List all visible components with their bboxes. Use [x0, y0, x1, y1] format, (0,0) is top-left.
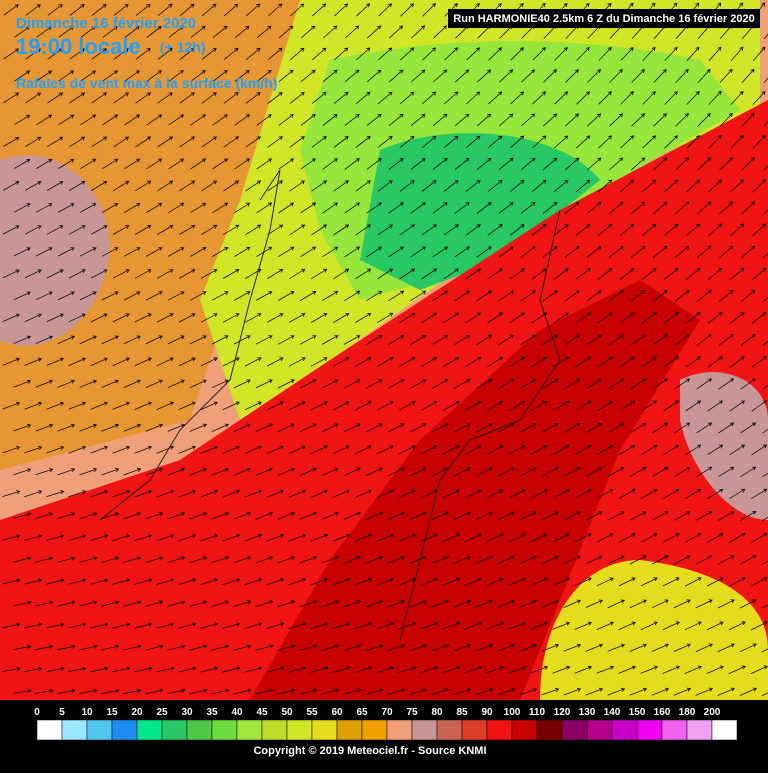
legend-label: 85: [456, 707, 468, 718]
legend-swatch: [211, 719, 238, 741]
legend-label: 15: [106, 707, 118, 718]
legend-label: 80: [431, 707, 443, 718]
legend-label: 160: [654, 707, 671, 718]
field-orange: [0, 0, 440, 470]
legend-swatch: [86, 719, 113, 741]
copyright: Copyright © 2019 Meteociel.fr - Source K…: [253, 745, 486, 757]
time: 19:00 locale: [16, 34, 141, 59]
legend-swatch: [361, 719, 388, 741]
legend-swatch: [286, 719, 313, 741]
legend-swatch: [511, 719, 538, 741]
legend-label: 75: [406, 707, 418, 718]
legend-swatch: [711, 719, 738, 741]
legend-label: 65: [356, 707, 368, 718]
legend-swatch: [561, 719, 588, 741]
legend: 0 5 10 15 20 25 30 35 40 45 50 55 60 65 70 75 80 85 90 100 1…: [34, 707, 738, 741]
legend-swatch: [311, 719, 338, 741]
legend-label: 40: [231, 707, 243, 718]
legend-label: 20: [131, 707, 143, 718]
legend-swatch: [486, 719, 513, 741]
legend-swatch: [186, 719, 213, 741]
legend-swatch: [386, 719, 413, 741]
legend-swatch: [661, 719, 688, 741]
legend-label: 70: [381, 707, 393, 718]
legend-label: 35: [206, 707, 218, 718]
legend-swatch: [111, 719, 138, 741]
legend-swatch: [436, 719, 463, 741]
legend-swatch: [61, 719, 88, 741]
border: [399, 209, 561, 641]
date: Dimanche 16 février 2020: [16, 15, 196, 32]
legend-label: 140: [604, 707, 621, 718]
legend-swatch: [261, 719, 288, 741]
legend-swatch: [536, 719, 563, 741]
legend-swatch: [611, 719, 638, 741]
run-box: [448, 9, 760, 28]
legend-swatch: [411, 719, 438, 741]
legend-swatch: [636, 719, 663, 741]
field-yellow-se: [540, 560, 768, 700]
legend-label: 110: [529, 707, 546, 718]
legend-label: 0: [34, 707, 40, 718]
legend-swatch: [161, 719, 188, 741]
field-mauve-e: [680, 372, 768, 520]
wind-arrows: [2, 2, 768, 696]
legend-label: 90: [481, 707, 493, 718]
legend-swatch: [586, 719, 613, 741]
legend-label: 50: [281, 707, 293, 718]
parameter: Rafales de vent max à la surface (km/h): [16, 75, 277, 91]
legend-label: 5: [59, 707, 65, 718]
legend-label: 30: [181, 707, 193, 718]
legend-swatch: [136, 719, 163, 741]
legend-label: 25: [156, 707, 168, 718]
legend-label: 100: [504, 707, 521, 718]
legend-label: 120: [554, 707, 571, 718]
legend-label: 10: [81, 707, 93, 718]
legend-swatch: [336, 719, 363, 741]
legend-swatch: [36, 719, 63, 741]
legend-swatch: [686, 719, 713, 741]
legend-label: 150: [629, 707, 646, 718]
legend-label: 130: [579, 707, 596, 718]
legend-swatch: [236, 719, 263, 741]
legend-label: 60: [331, 707, 343, 718]
legend-label: 180: [679, 707, 696, 718]
legend-swatch: [461, 719, 488, 741]
legend-label: 45: [256, 707, 268, 718]
legend-label: 55: [306, 707, 318, 718]
offset: (+ 12h): [160, 39, 206, 55]
legend-label: 200: [704, 707, 721, 718]
run: Run HARMONIE40 2.5km 6 Z du Dimanche 16 …: [453, 13, 754, 25]
field-darkred: [250, 280, 700, 700]
